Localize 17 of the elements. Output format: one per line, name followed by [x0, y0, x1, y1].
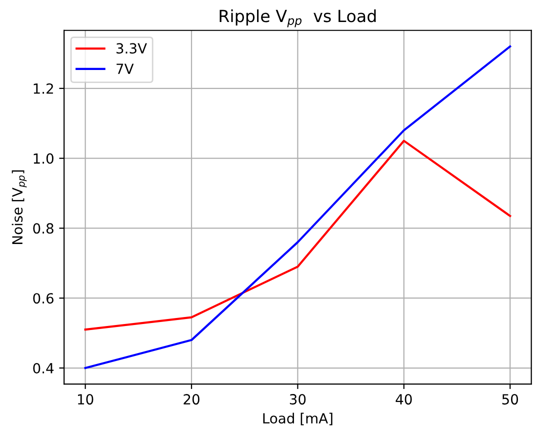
line-series [84, 140, 512, 331]
y-tick-label: 1.2 [34, 83, 53, 94]
x-axis-title: Load [mA] [263, 412, 332, 426]
y-tick-label: 0.6 [33, 293, 54, 304]
x-tick-label: 10 [78, 394, 94, 405]
y-tick-label: 0.8 [33, 223, 54, 234]
x-tick-label: 20 [184, 394, 200, 405]
y-tick-label: 1.0 [34, 153, 54, 164]
chart-title: Ripple V$_{pp}$ vs Load [220, 9, 376, 28]
legend-label: 7V [116, 64, 134, 74]
line-series [84, 45, 512, 370]
x-tick-label: 50 [502, 394, 518, 405]
x-tick-label: 30 [290, 394, 306, 405]
x-tick-label: 40 [396, 394, 412, 405]
y-axis-title: Noise [V$_{pp}$] [12, 170, 27, 244]
y-tick-label: 0.4 [33, 362, 54, 374]
legend-label: 3.3V [116, 43, 147, 54]
